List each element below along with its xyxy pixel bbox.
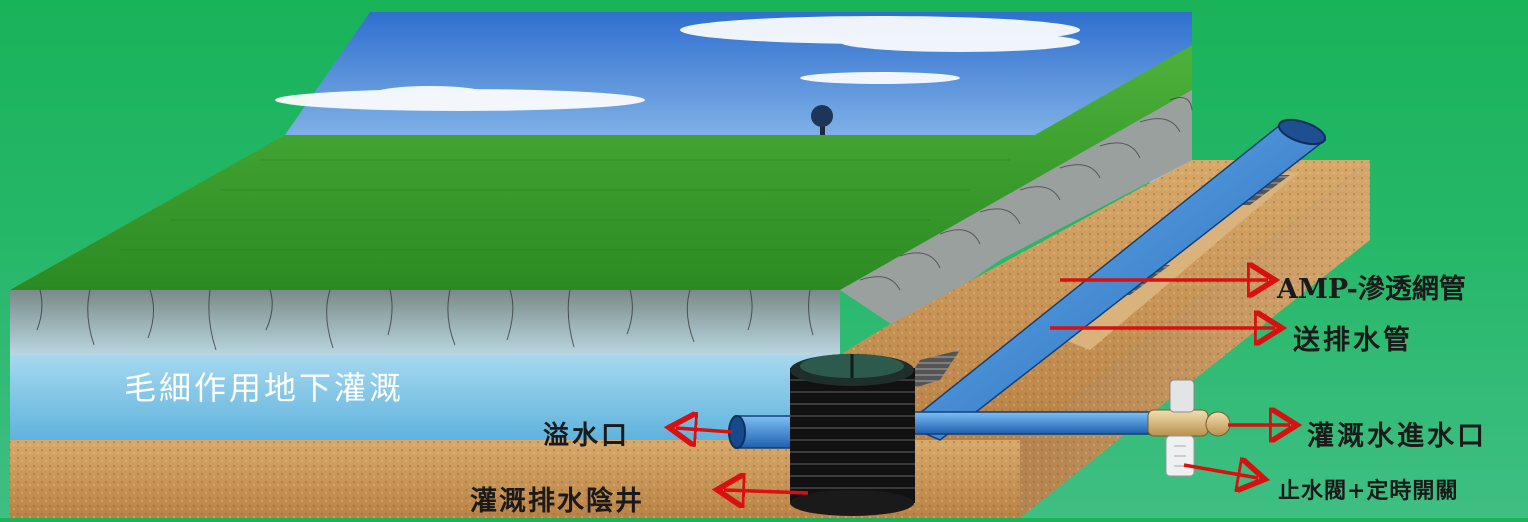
supply-drain-pipe	[903, 118, 1327, 441]
arrow-valve	[1183, 465, 1258, 478]
roots-layer	[10, 290, 840, 355]
water-layer	[10, 355, 840, 440]
clouds	[275, 16, 1080, 111]
sky-panel	[285, 12, 1192, 200]
overflow-pipe	[728, 415, 801, 449]
valve-timer	[1147, 379, 1231, 477]
grass-surface	[10, 45, 1192, 290]
block-side-roots	[840, 90, 1192, 330]
roots	[36, 289, 814, 351]
inlet-pipe	[904, 411, 1156, 435]
arrow-overflow	[676, 428, 733, 432]
label-amp-pipe: AMP-滲透網管	[1276, 273, 1466, 305]
drain-well	[790, 354, 915, 516]
arrow-well	[724, 490, 809, 493]
title-overlay: 毛細作用地下灌溉	[124, 369, 404, 407]
grass-texture	[120, 159, 1010, 251]
label-valve-timer: 止水閥+定時開關	[1278, 478, 1458, 504]
callout-arrows	[676, 280, 1290, 493]
tree	[811, 105, 833, 136]
label-overflow: 溢水口	[543, 421, 630, 451]
label-supply-drain-pipe: 送排水管	[1293, 325, 1413, 356]
roots-diagonal	[859, 97, 1193, 291]
label-drain-well: 灌溉排水陰井	[470, 485, 644, 517]
label-irrigation-inlet: 灌溉水進水口	[1307, 421, 1487, 452]
